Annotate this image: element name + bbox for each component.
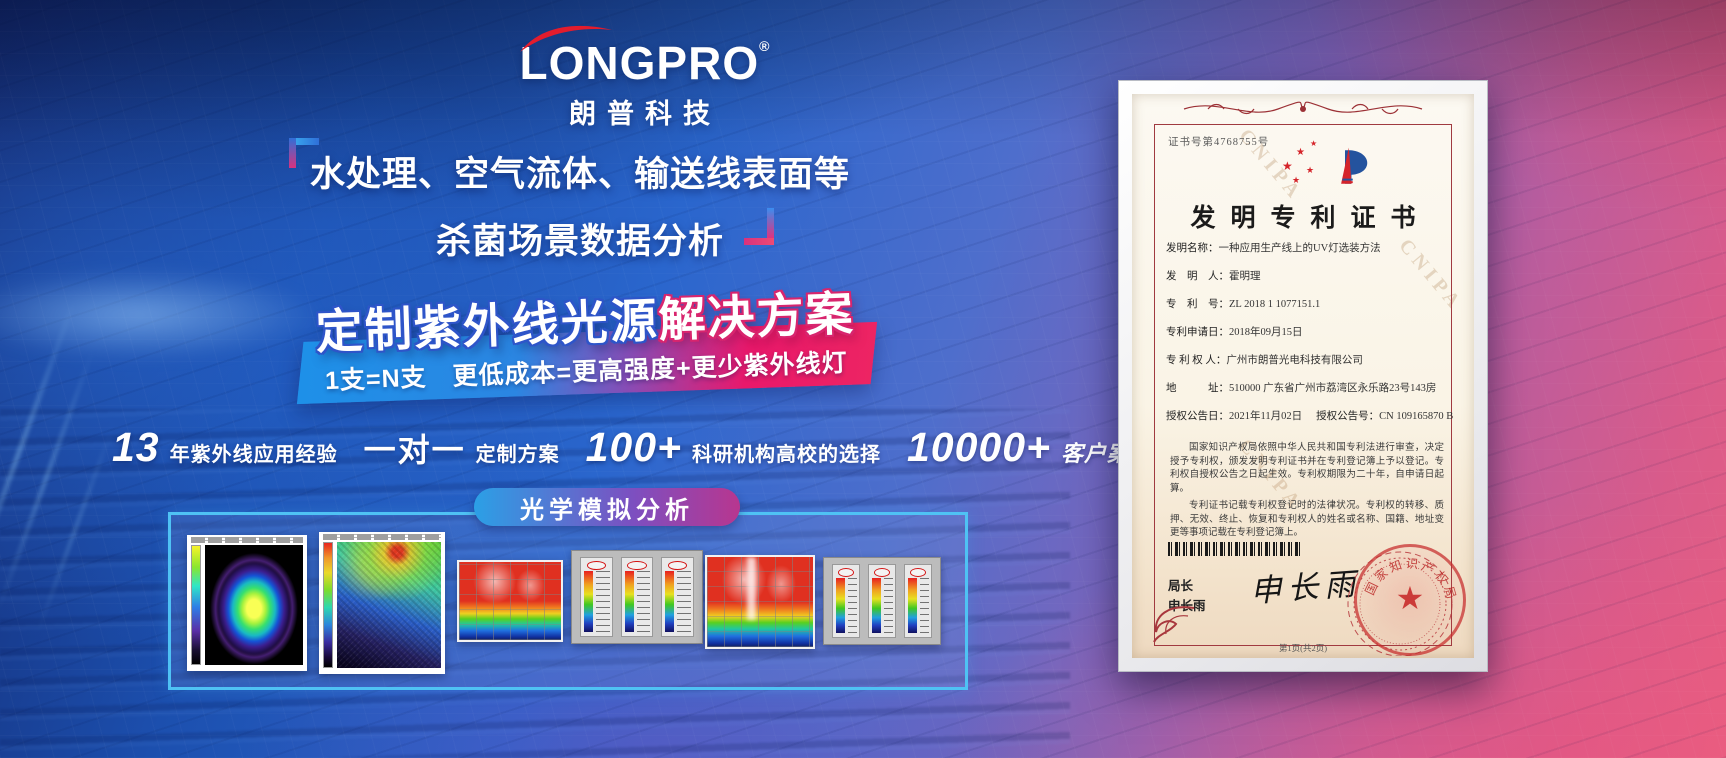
certificate-body: 国家知识产权局依照中华人民共和国专利法进行审查，决定授予专利权，颁发发明专利证书… [1170, 442, 1444, 545]
legend-column [868, 564, 896, 638]
quote-bracket-bottom-icon [737, 208, 774, 245]
legend-values-text [636, 571, 651, 632]
headline-line1: 水处理、空气流体、输送线表面等 [309, 155, 850, 194]
field-row: 发 明 人： 霍明理 [1166, 271, 1261, 282]
circled-value [838, 568, 854, 577]
legend-colorbar [908, 578, 917, 633]
patent-certificate-frame: CNIPA CNIPA CNIPA 证书号第4768755号 ★ ★ ★ ★ ★ [1118, 80, 1488, 672]
simulation-image-noise-map [319, 532, 445, 674]
legend-column [620, 557, 654, 637]
colorbar [191, 545, 201, 665]
legend-column [904, 564, 932, 638]
stat-one-to-one: 一对一 定制方案 [364, 425, 560, 471]
legend-values-text [677, 571, 692, 632]
field-row: 专利申请日： 2018年09月15日 [1166, 327, 1303, 338]
field-row: 专 利 权 人： 广州市朗普光电科技有限公司 [1166, 355, 1363, 366]
logo-chinese-name: 朗普科技 [569, 99, 721, 129]
corner-flourish-icon [1153, 606, 1195, 643]
official-seal-icon: 国家知识产权局 ★ [1354, 544, 1466, 656]
colorbar [323, 542, 333, 668]
legend-colorbar [872, 578, 881, 633]
circled-value [627, 561, 647, 570]
stat-value: 一对一 [363, 432, 466, 468]
headline-block: 水处理、空气流体、输送线表面等 杀菌场景数据分析 [185, 138, 975, 264]
stat-value: 13 [112, 424, 160, 470]
signer-name: 申长雨 [1168, 599, 1206, 613]
stats-row: 13 年紫外线应用经验 一对一 定制方案 100+ 科研机构高校的选择 1000… [112, 424, 1198, 471]
legend-values-text [884, 578, 893, 633]
sim-caption-text [323, 534, 441, 540]
circled-value [668, 561, 688, 570]
registered-mark: ® [759, 38, 771, 54]
signer-block: 局长 申长雨 [1168, 576, 1206, 616]
legend-colorbar [665, 571, 675, 632]
legend-column [661, 557, 695, 637]
stat-institutions: 100+ 科研机构高校的选择 [586, 424, 881, 471]
legend-colorbar [624, 571, 634, 632]
simulation-panel-label: 光学模拟分析 [474, 488, 740, 526]
logo-swoosh-icon [519, 25, 612, 52]
barcode [1168, 542, 1300, 556]
brand-logo: LONGPRO® 朗普科技 [420, 25, 870, 131]
slogan-title-pink: 解决方案 [657, 286, 856, 347]
legend-colorbar [836, 578, 845, 633]
heatmap-streak [747, 557, 757, 620]
slogan-title-blue: 定制紫外线光源 [314, 293, 660, 359]
legend-column [832, 564, 860, 638]
stat-label: 年紫外线应用经验 [169, 444, 338, 466]
field-row: 专 利 号： ZL 2018 1 1077151.1 [1166, 299, 1321, 310]
heatmap-grid [459, 562, 561, 640]
circled-value [874, 568, 890, 577]
field-row: 发明名称： 一种应用生产线上的UV灯选装方法 [1166, 243, 1381, 254]
legend-values-text [596, 571, 610, 632]
body-paragraph: 国家知识产权局依照中华人民共和国专利法进行审查，决定授予专利权，颁发发明专利证书… [1170, 443, 1444, 494]
ornament-band-icon [1183, 101, 1423, 115]
field-row: 地 址： 510000 广东省广州市荔湾区永乐路23号143房 [1166, 383, 1437, 394]
logo-text: LONGPRO [519, 37, 760, 89]
legend-values-text [848, 578, 857, 633]
stat-label: 定制方案 [475, 444, 560, 466]
stat-years: 13 年紫外线应用经验 [112, 424, 338, 471]
logo-wordmark: LONGPRO® [519, 25, 771, 90]
certificate-number: 证书号第4768755号 [1168, 137, 1270, 148]
legend-colorbar [584, 571, 593, 632]
stat-label: 科研机构高校的选择 [691, 444, 881, 466]
signer-title: 局长 [1168, 579, 1194, 593]
sim-caption-text [191, 537, 303, 543]
certificate-red-border [1154, 124, 1452, 646]
simulation-image-heatmap-2 [705, 555, 815, 649]
stat-value: 10000+ [906, 424, 1051, 470]
body-paragraph: 专利证书记载专利权登记时的法律状况。专利权的转移、质押、无效、终止、恢复和专利权… [1170, 501, 1444, 538]
contour-plot [205, 545, 303, 665]
cnipa-emblem-icon: ★ ★ ★ ★ ★ [1280, 138, 1376, 196]
patent-certificate: CNIPA CNIPA CNIPA 证书号第4768755号 ★ ★ ★ ★ ★ [1132, 94, 1474, 658]
legend-column [580, 557, 613, 637]
stat-value: 100+ [585, 424, 682, 470]
heatmap-grid [707, 557, 813, 647]
circled-value [586, 561, 606, 570]
quote-bracket-top-icon [289, 138, 326, 175]
page-footer: 第1页(共2页) [1278, 643, 1328, 653]
simulation-panel [168, 512, 968, 690]
certificate-fields: 发明名称： 一种应用生产线上的UV灯选装方法 发 明 人： 霍明理 专 利 号：… [1166, 242, 1454, 438]
noise-plot [337, 542, 441, 668]
simulation-legend-panel-1 [571, 550, 703, 644]
simulation-image-contour [187, 535, 307, 671]
simulation-legend-panel-2 [823, 557, 941, 645]
field-row: 授权公告日： 2021年11月02日 授权公告号： CN 109165870 B [1166, 411, 1454, 422]
certificate-title: 发明专利证书 [1190, 205, 1431, 232]
legend-values-text [920, 578, 929, 633]
seal-star-icon: ★ [1395, 579, 1425, 617]
simulation-image-heatmap-1 [457, 560, 563, 642]
headline-line2: 杀菌场景数据分析 [435, 222, 724, 261]
circled-value [910, 568, 926, 577]
background-glow [0, 270, 320, 360]
